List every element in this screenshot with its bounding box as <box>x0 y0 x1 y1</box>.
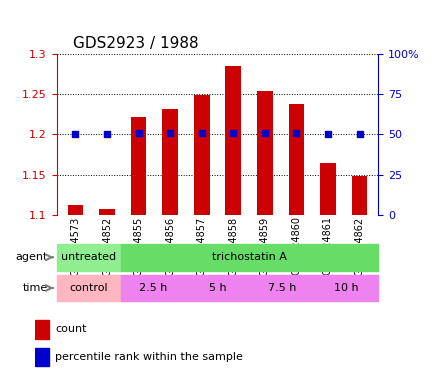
Text: percentile rank within the sample: percentile rank within the sample <box>55 352 243 362</box>
Point <box>292 130 299 136</box>
Text: untreated: untreated <box>61 252 116 262</box>
Bar <box>35 348 49 366</box>
Point <box>72 131 79 137</box>
Text: 10 h: 10 h <box>333 283 358 293</box>
Point <box>229 130 236 136</box>
Point <box>198 130 205 136</box>
Bar <box>162 109 178 215</box>
Text: count: count <box>55 324 87 334</box>
Bar <box>225 66 240 215</box>
Text: 2.5 h: 2.5 h <box>138 283 167 293</box>
Point <box>355 131 362 137</box>
Bar <box>351 176 367 215</box>
Text: 5 h: 5 h <box>208 283 226 293</box>
Point <box>261 130 268 136</box>
Bar <box>35 320 49 339</box>
Bar <box>194 95 209 215</box>
Text: time: time <box>23 283 48 293</box>
Text: GDS2923 / 1988: GDS2923 / 1988 <box>72 36 198 51</box>
Point <box>166 130 173 136</box>
Bar <box>99 209 115 215</box>
Text: agent: agent <box>16 252 48 262</box>
Bar <box>130 117 146 215</box>
Bar <box>256 91 272 215</box>
Bar <box>288 104 304 215</box>
Text: control: control <box>69 283 108 293</box>
Point <box>324 131 331 137</box>
Text: 7.5 h: 7.5 h <box>267 283 296 293</box>
Point <box>103 131 110 137</box>
Point <box>135 130 142 136</box>
Bar <box>319 163 335 215</box>
Bar <box>67 205 83 215</box>
Text: trichostatin A: trichostatin A <box>212 252 286 262</box>
